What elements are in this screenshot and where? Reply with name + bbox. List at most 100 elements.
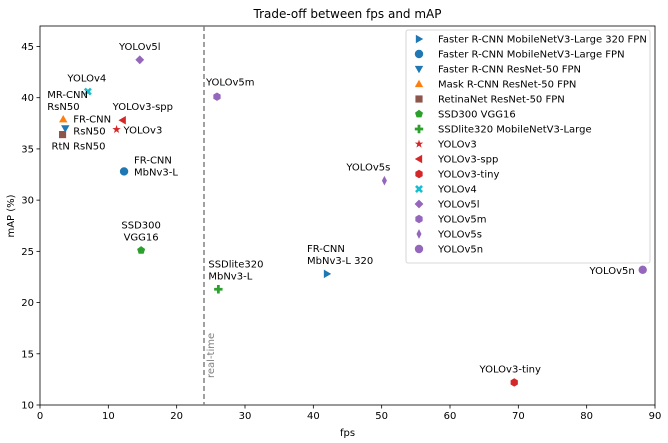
annotation-line: YOLOv5s xyxy=(345,163,390,174)
x-tick-label-90: 90 xyxy=(649,411,662,422)
annotation-line: FR-CNN xyxy=(134,155,172,166)
annotation-line: YOLOv5l xyxy=(118,42,161,53)
point-yolov4-stroke-2 xyxy=(83,87,92,96)
point-retinanet-resnet-50-fpn xyxy=(58,131,67,139)
legend-marker-yolov4 xyxy=(415,185,423,193)
annotation-line: RsN50 xyxy=(73,126,105,137)
legend-label-yolov5l: YOLOv5l xyxy=(437,200,480,211)
y-tick-label-40: 40 xyxy=(21,93,34,104)
legend: Faster R-CNN MobileNetV3-Large 320 FPN Fa… xyxy=(405,29,651,264)
annotation-line: YOLOv4 xyxy=(66,74,106,85)
annotation-line: FR-CNN xyxy=(307,244,345,255)
point-faster-r-cnn-resnet-50-fpn xyxy=(61,125,70,133)
legend-label-yolov5n: YOLOv5n xyxy=(437,245,483,256)
legend-marker-yolov5s xyxy=(416,229,422,239)
point-yolov5l xyxy=(135,55,145,65)
annotation-mr-cnn-rsn50: MR-CNN RsN50 xyxy=(47,90,88,113)
annotation-yolov5m: YOLOv5m xyxy=(205,78,255,89)
legend-marker-yolov3-spp xyxy=(414,154,423,164)
annotation-line: VGG16 xyxy=(124,232,159,243)
annotation-yolov3-tiny: YOLOv3-tiny xyxy=(479,364,541,375)
annotation-rtn-rsn50: RtN RsN50 xyxy=(52,142,106,153)
annotation-line: MbNv3-L xyxy=(208,271,252,282)
point-ssdlite320-mobilenetv3-large xyxy=(214,285,223,294)
legend-marker-mask-r-cnn-resnet-50-fpn xyxy=(414,79,424,88)
annotation-line: RtN RsN50 xyxy=(52,142,106,153)
legend-marker-yolov3 xyxy=(414,139,424,148)
legend-marker-yolov3-tiny xyxy=(415,169,423,179)
y-axis-label: mAP (%) xyxy=(6,194,17,237)
legend-label-yolov3: YOLOv3 xyxy=(437,140,477,151)
legend-marker-yolov5m xyxy=(415,214,423,224)
annotation-line: MR-CNN xyxy=(47,90,88,101)
annotation-yolov4: YOLOv4 xyxy=(66,74,106,85)
plot-frame xyxy=(39,25,656,406)
annotation-line: YOLOv3-tiny xyxy=(479,364,541,375)
point-mask-r-cnn-resnet-50-fpn xyxy=(59,115,68,123)
x-axis-label: fps xyxy=(340,428,355,439)
annotation-yolov5n: YOLOv5n xyxy=(589,266,635,277)
legend-label-yolov3-spp: YOLOv3-spp xyxy=(437,155,498,166)
annotation-fr-cnn-rsn50: FR-CNN RsN50 xyxy=(73,114,111,137)
legend-label-yolov4: YOLOv4 xyxy=(437,185,477,196)
point-yolov5m xyxy=(213,92,221,101)
legend-marker-ssdlite320-mobilenetv3-large xyxy=(414,124,424,134)
x-tick-label-70: 70 xyxy=(512,411,525,422)
y-tick-label-25: 25 xyxy=(21,247,34,258)
legend-marker-yolov4-stroke-2 xyxy=(415,185,423,193)
annotation-yolov3-spp: YOLOv3-spp xyxy=(112,102,173,113)
legend-label-faster-r-cnn-resnet-50-fpn: Faster R-CNN ResNet-50 FPN xyxy=(438,65,581,76)
annotation-yolov5l: YOLOv5l xyxy=(118,42,161,53)
annotation-line: FR-CNN xyxy=(73,114,111,125)
legend-label-yolov5s: YOLOv5s xyxy=(437,230,482,241)
point-yolov5s xyxy=(381,175,387,186)
y-tick-label-30: 30 xyxy=(21,196,34,207)
point-yolov3-spp xyxy=(118,116,126,125)
legend-marker-retinanet-resnet-50-fpn xyxy=(415,95,423,103)
annotation-line: RsN50 xyxy=(47,102,79,113)
real-time-label: real-time xyxy=(206,333,217,378)
legend-marker-ssd300-vgg16 xyxy=(415,109,423,118)
x-tick-label-20: 20 xyxy=(170,411,183,422)
x-tick-label-0: 0 xyxy=(37,411,43,422)
annotation-line: YOLOv5m xyxy=(205,78,255,89)
x-tick-label-80: 80 xyxy=(580,411,593,422)
legend-marker-faster-r-cnn-mobilenetv3-large-320-fpn xyxy=(415,34,424,44)
y-tick-label-35: 35 xyxy=(21,144,34,155)
y-tick-label-10: 10 xyxy=(21,401,34,412)
point-yolov3 xyxy=(112,125,121,134)
point-faster-r-cnn-mobilenetv3-large-fpn xyxy=(119,167,129,176)
annotation-line: YOLOv3-spp xyxy=(112,102,173,113)
x-tick-label-50: 50 xyxy=(375,411,388,422)
x-tick-label-10: 10 xyxy=(102,411,115,422)
legend-label-ssdlite320-mobilenetv3-large: SSDlite320 MobileNetV3-Large xyxy=(438,125,592,136)
legend-marker-yolov5n xyxy=(414,244,424,254)
annotation-fr-cnn-mbnv3-l-320: FR-CNN MbNv3-L 320 xyxy=(307,244,373,267)
point-yolov3-tiny xyxy=(510,378,518,387)
point-ssd300-vgg16 xyxy=(137,246,146,254)
annotation-line: SSD300 xyxy=(121,220,160,231)
legend-marker-faster-r-cnn-mobilenetv3-large-fpn xyxy=(414,49,424,59)
legend-label-ssd300-vgg16: SSD300 VGG16 xyxy=(438,110,516,121)
legend-box xyxy=(405,29,651,264)
point-yolov5n xyxy=(638,265,647,274)
x-tick-label-30: 30 xyxy=(239,411,252,422)
y-tick-label-45: 45 xyxy=(21,42,34,53)
point-yolov4 xyxy=(83,87,92,96)
y-tick-label-20: 20 xyxy=(21,298,34,309)
x-tick-label-60: 60 xyxy=(444,411,457,422)
y-tick-label-15: 15 xyxy=(21,349,34,360)
annotation-ssdlite320-mbnv3-l: SSDlite320 MbNv3-L xyxy=(208,259,263,282)
legend-label-yolov3-tiny: YOLOv3-tiny xyxy=(437,170,499,181)
annotation-yolov3: YOLOv3 xyxy=(123,125,163,136)
point-faster-r-cnn-mobilenetv3-large-320-fpn xyxy=(323,269,332,279)
annotation-ssd300-vgg16: SSD300 VGG16 xyxy=(121,220,160,243)
x-tick-label-40: 40 xyxy=(307,411,320,422)
annotation-yolov5s: YOLOv5s xyxy=(345,163,390,174)
legend-label-retinanet-resnet-50-fpn: RetinaNet ResNet-50 FPN xyxy=(438,95,565,106)
legend-marker-faster-r-cnn-resnet-50-fpn xyxy=(414,65,424,74)
plot-area: 0 10 20 30 40 50 60 70 80 901015202530354045real-… xyxy=(21,25,662,422)
legend-label-faster-r-cnn-mobilenetv3-large-320-fpn: Faster R-CNN MobileNetV3-Large 320 FPN xyxy=(438,35,647,46)
annotation-line: SSDlite320 xyxy=(208,259,263,270)
